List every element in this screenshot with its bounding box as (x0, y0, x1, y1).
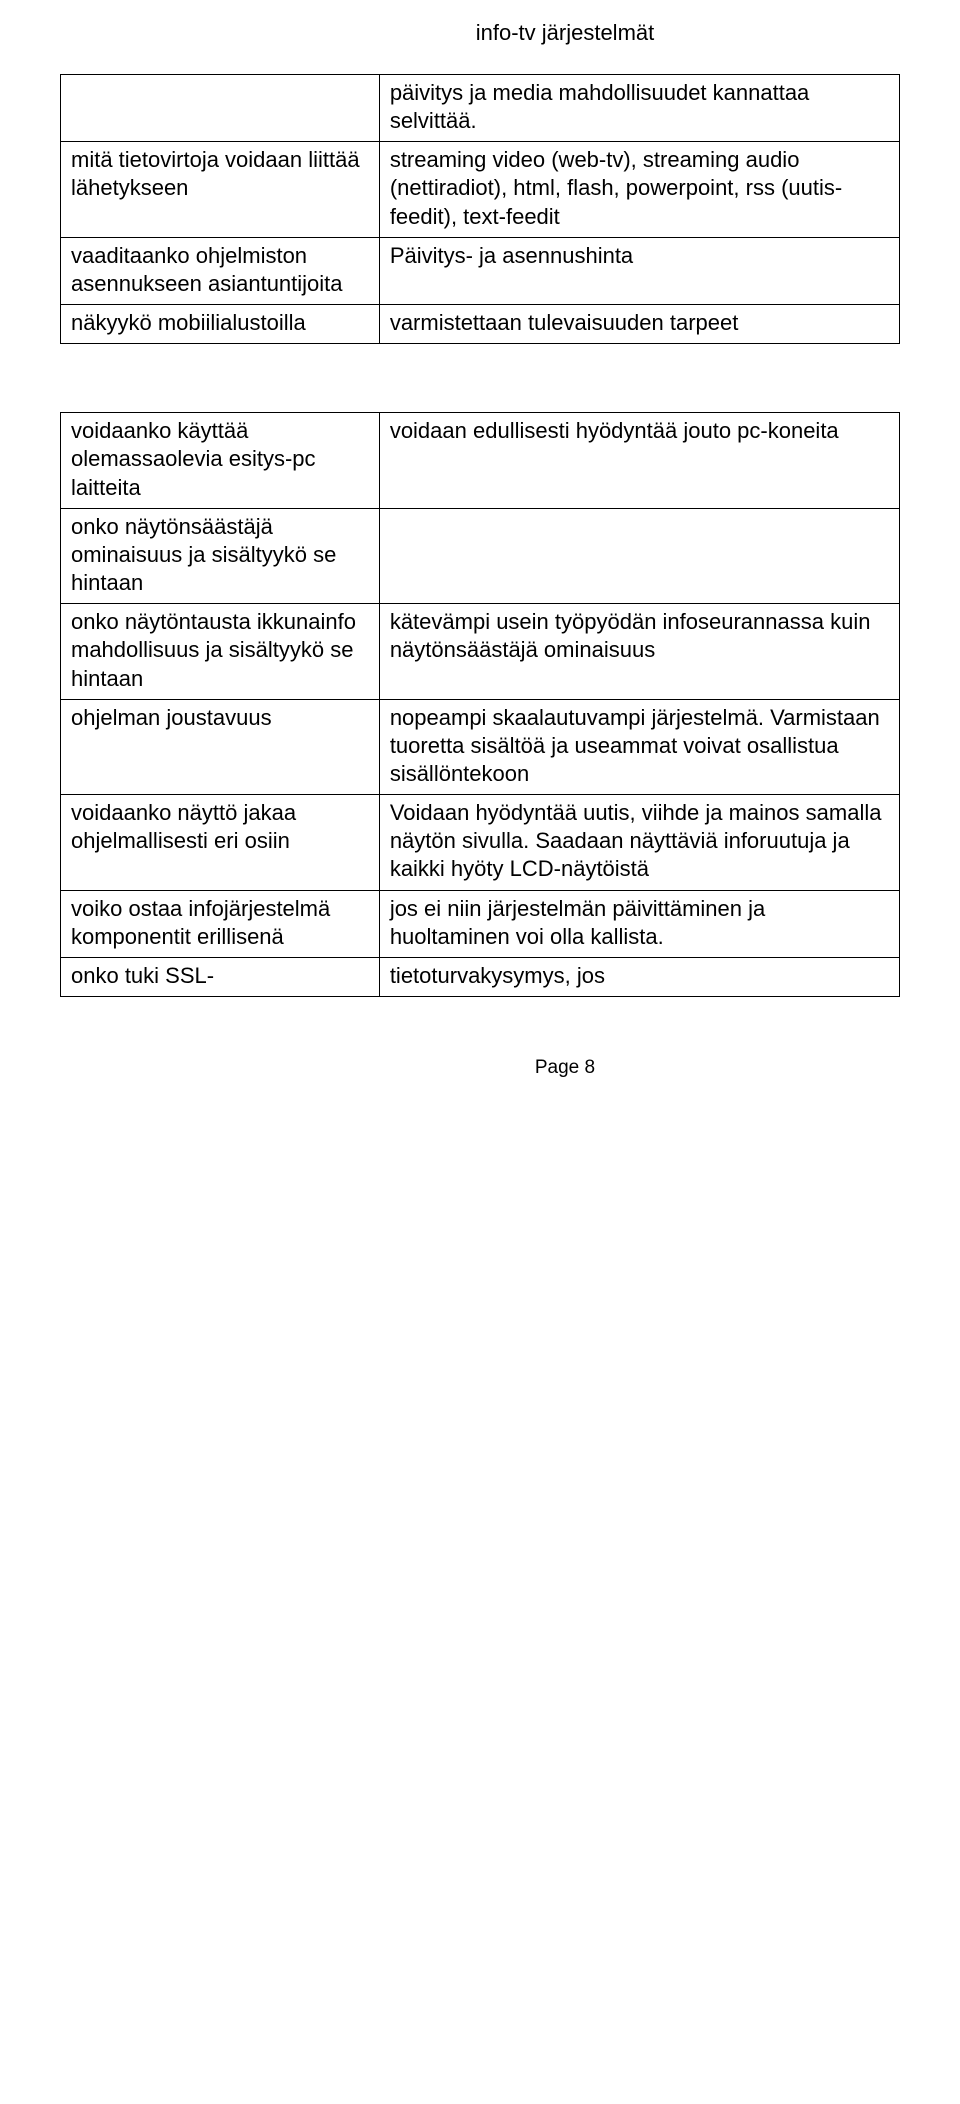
table-row: voidaanko näyttö jakaa ohjelmallisesti e… (61, 795, 900, 890)
cell-right: streaming video (web-tv), streaming audi… (379, 142, 899, 237)
cell-right: päivitys ja media mahdollisuudet kannatt… (379, 75, 899, 142)
cell-right: kätevämpi usein työpyödän infoseurannass… (379, 604, 899, 699)
cell-left (61, 75, 380, 142)
cell-left: onko näytöntausta ikkunainfo mahdollisuu… (61, 604, 380, 699)
cell-left: vaaditaanko ohjelmiston asennukseen asia… (61, 237, 380, 304)
cell-right: jos ei niin järjestelmän päivittäminen j… (379, 890, 899, 957)
table-row: voidaanko käyttää olemassaolevia esitys-… (61, 413, 900, 508)
table-row: päivitys ja media mahdollisuudet kannatt… (61, 75, 900, 142)
cell-right: nopeampi skaalautuvampi järjestelmä. Var… (379, 699, 899, 794)
table-row: vaaditaanko ohjelmiston asennukseen asia… (61, 237, 900, 304)
cell-left: onko näytönsäästäjä ominaisuus ja sisält… (61, 508, 380, 603)
table-row: voiko ostaa infojärjestelmä komponentit … (61, 890, 900, 957)
cell-left: onko tuki SSL- (61, 957, 380, 996)
page-header: info-tv järjestelmät (60, 20, 900, 46)
table-row: mitä tietovirtoja voidaan liittää lähety… (61, 142, 900, 237)
section-gap (60, 344, 900, 412)
table-row: onko näytöntausta ikkunainfo mahdollisuu… (61, 604, 900, 699)
cell-left: näkyykö mobiilialustoilla (61, 305, 380, 344)
table-row: onko näytönsäästäjä ominaisuus ja sisält… (61, 508, 900, 603)
cell-right: tietoturvakysymys, jos (379, 957, 899, 996)
cell-left: ohjelman joustavuus (61, 699, 380, 794)
table-row: ohjelman joustavuus nopeampi skaalautuva… (61, 699, 900, 794)
cell-left: voiko ostaa infojärjestelmä komponentit … (61, 890, 380, 957)
table-section-2: voidaanko käyttää olemassaolevia esitys-… (60, 412, 900, 997)
cell-left: voidaanko näyttö jakaa ohjelmallisesti e… (61, 795, 380, 890)
page-footer: Page 8 (60, 1057, 900, 1079)
table-section-1: päivitys ja media mahdollisuudet kannatt… (60, 74, 900, 344)
cell-left: voidaanko käyttää olemassaolevia esitys-… (61, 413, 380, 508)
cell-right (379, 508, 899, 603)
cell-right: Voidaan hyödyntää uutis, viihde ja maino… (379, 795, 899, 890)
table-row: näkyykö mobiilialustoilla varmistettaan … (61, 305, 900, 344)
cell-left: mitä tietovirtoja voidaan liittää lähety… (61, 142, 380, 237)
cell-right: Päivitys- ja asennushinta (379, 237, 899, 304)
table-row: onko tuki SSL- tietoturvakysymys, jos (61, 957, 900, 996)
cell-right: varmistettaan tulevaisuuden tarpeet (379, 305, 899, 344)
cell-right: voidaan edullisesti hyödyntää jouto pc-k… (379, 413, 899, 508)
